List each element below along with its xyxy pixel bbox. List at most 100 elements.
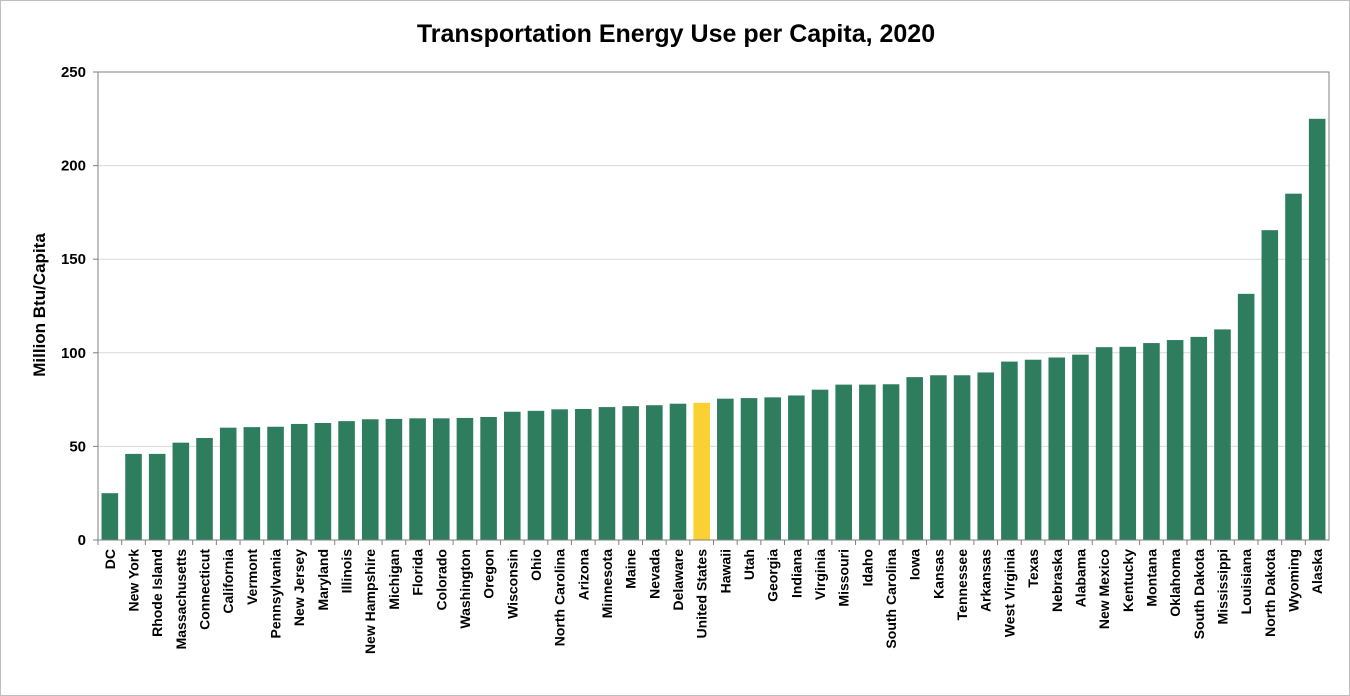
bar-vermont	[243, 427, 261, 540]
x-tick-label-minnesota: Minnesota	[599, 549, 615, 618]
bar-pennsylvania	[267, 426, 284, 540]
bar-hawaii	[717, 398, 734, 540]
x-tick-label-california: California	[220, 549, 236, 614]
y-axis-label: Million Btu/Capita	[30, 233, 49, 377]
y-tick-label-0: 0	[78, 532, 86, 549]
chart-title: Transportation Energy Use per Capita, 20…	[417, 20, 935, 48]
bar-nebraska	[1048, 357, 1066, 540]
plot-area-border	[97, 71, 1330, 541]
y-tick-label-250: 250	[61, 64, 86, 81]
x-tick-label-wisconsin: Wisconsin	[504, 549, 520, 619]
bar-nevada	[646, 405, 663, 540]
bar-minnesota	[598, 407, 616, 540]
x-tick-label-connecticut: Connecticut	[197, 549, 213, 630]
x-tick-label-oregon: Oregon	[481, 549, 497, 599]
x-tick-label-georgia: Georgia	[765, 549, 781, 602]
bar-idaho	[859, 384, 876, 540]
x-tick-label-missouri: Missouri	[836, 549, 852, 607]
bar-connecticut	[196, 437, 213, 540]
x-tick-label-florida: Florida	[410, 549, 426, 596]
bar-louisiana	[1237, 293, 1255, 540]
bar-tennessee	[953, 375, 971, 540]
x-tick-label-north-carolina: North Carolina	[552, 549, 568, 646]
x-tick-label-north-dakota: North Dakota	[1262, 549, 1278, 637]
x-tick-label-new-york: New York	[126, 549, 142, 612]
bar-south-dakota	[1190, 336, 1208, 540]
bar-ohio	[527, 410, 545, 540]
x-tick-label-michigan: Michigan	[386, 549, 402, 610]
x-tick-label-new-hampshire: New Hampshire	[362, 549, 378, 654]
x-tick-label-indiana: Indiana	[788, 549, 804, 598]
x-tick-label-tennessee: Tennessee	[954, 549, 970, 621]
bar-michigan	[385, 418, 403, 540]
x-tick-label-wyoming: Wyoming	[1285, 549, 1301, 612]
bar-colorado	[432, 418, 450, 540]
x-tick-label-kentucky: Kentucky	[1120, 549, 1136, 612]
bar-florida	[409, 418, 426, 540]
y-tick-label-100: 100	[61, 345, 86, 362]
bar-california	[219, 427, 237, 540]
x-tick-label-nevada: Nevada	[646, 549, 662, 599]
x-tick-label-arizona: Arizona	[575, 549, 591, 601]
bar-dc	[101, 493, 119, 540]
bar-arkansas	[977, 372, 995, 540]
bar-south-carolina	[882, 384, 900, 540]
bar-iowa	[906, 377, 924, 540]
bar-illinois	[338, 421, 355, 540]
x-tick-label-west-virginia: West Virginia	[1001, 549, 1017, 637]
x-tick-label-alabama: Alabama	[1072, 549, 1088, 608]
y-tick-label-200: 200	[61, 158, 86, 175]
y-tick-label-150: 150	[61, 251, 86, 268]
x-tick-label-mississippi: Mississippi	[1214, 549, 1230, 624]
bar-rhode-island	[148, 453, 166, 540]
bar-kansas	[930, 375, 947, 540]
x-tick-label-oklahoma: Oklahoma	[1167, 549, 1183, 617]
x-tick-label-virginia: Virginia	[812, 549, 828, 600]
bar-texas	[1024, 359, 1042, 540]
bars	[101, 118, 1326, 541]
bar-oregon	[480, 417, 497, 540]
bar-maryland	[314, 423, 332, 540]
bar-north-dakota	[1261, 230, 1279, 540]
bar-washington	[456, 417, 474, 540]
y-axis-ticks: 0 50 100 150 200 250	[61, 64, 98, 549]
x-tick-label-colorado: Colorado	[433, 549, 449, 610]
x-tick-label-maryland: Maryland	[315, 549, 331, 610]
bar-united-states	[693, 402, 710, 540]
x-tick-label-nebraska: Nebraska	[1049, 549, 1065, 612]
x-tick-label-texas: Texas	[1025, 549, 1041, 588]
x-tick-label-south-carolina: South Carolina	[883, 549, 899, 649]
bar-new-mexico	[1095, 347, 1113, 540]
bar-arizona	[575, 408, 592, 540]
bar-kentucky	[1119, 346, 1137, 540]
y-tick-label-50: 50	[69, 438, 86, 455]
x-tick-label-maine: Maine	[623, 549, 639, 589]
bar-delaware	[669, 403, 687, 540]
x-tick-label-hawaii: Hawaii	[717, 549, 733, 593]
x-tick-label-utah: Utah	[741, 549, 757, 580]
x-tick-label-delaware: Delaware	[670, 549, 686, 611]
x-tick-label-south-dakota: South Dakota	[1191, 549, 1207, 639]
bar-virginia	[811, 389, 829, 540]
x-tick-label-montana: Montana	[1143, 549, 1159, 607]
bar-massachusetts	[172, 442, 190, 540]
bar-georgia	[764, 397, 781, 540]
x-tick-label-new-mexico: New Mexico	[1096, 549, 1112, 629]
bar-maine	[622, 406, 639, 540]
x-tick-label-dc: DC	[102, 549, 118, 569]
x-tick-label-idaho: Idaho	[859, 549, 875, 586]
bar-wisconsin	[503, 411, 521, 540]
x-tick-label-kansas: Kansas	[930, 549, 946, 599]
bar-north-carolina	[551, 409, 568, 540]
x-tick-label-vermont: Vermont	[244, 549, 260, 605]
x-tick-label-washington: Washington	[457, 549, 473, 629]
x-tick-label-arkansas: Arkansas	[978, 549, 994, 612]
bar-indiana	[788, 395, 805, 540]
x-tick-label-rhode-island: Rhode Island	[149, 549, 165, 637]
bar-wyoming	[1285, 193, 1302, 540]
bar-alabama	[1072, 354, 1089, 540]
x-tick-label-massachusetts: Massachusetts	[173, 549, 189, 650]
bar-new-york	[125, 453, 142, 540]
